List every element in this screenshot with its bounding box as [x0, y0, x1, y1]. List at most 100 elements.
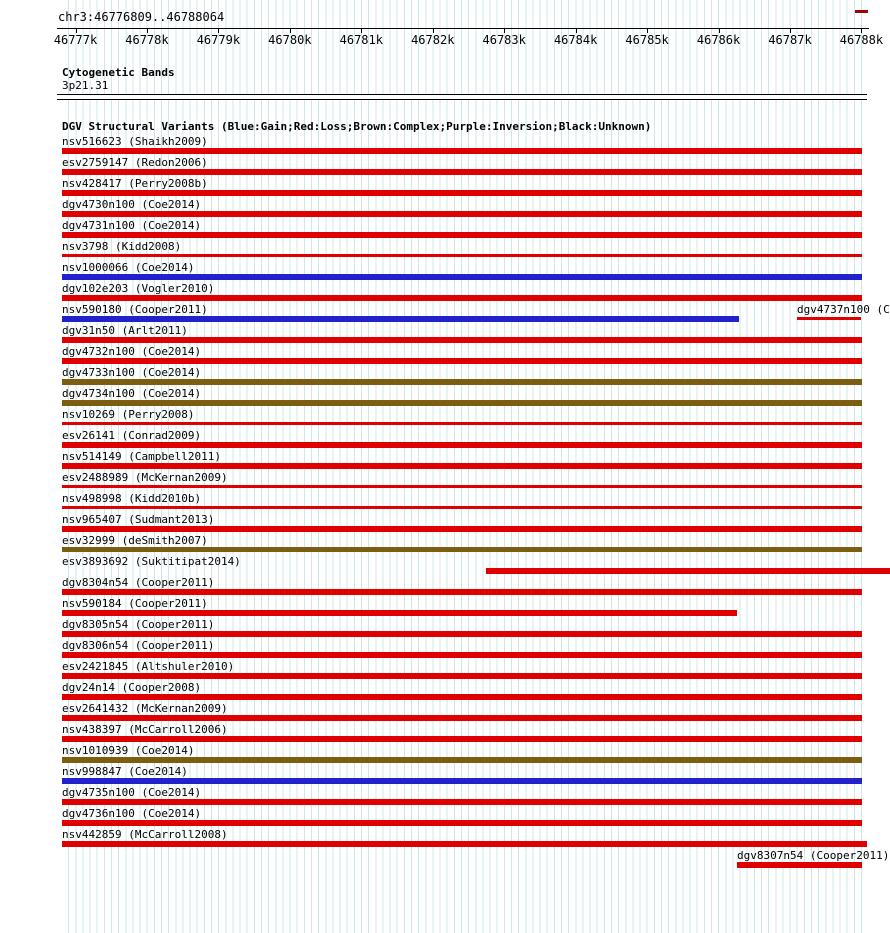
ruler-tick-label: 46778k: [125, 33, 169, 47]
variant-label[interactable]: dgv8306n54 (Cooper2011): [62, 639, 215, 652]
variant-label[interactable]: esv2488989 (McKernan2009): [62, 471, 228, 484]
variant-label[interactable]: dgv8307n54 (Cooper2011): [737, 849, 890, 862]
variant-bar-loss[interactable]: [62, 485, 862, 488]
ruler-tick-label: 46777k: [53, 33, 98, 47]
variant-label[interactable]: esv2759147 (Redon2006): [62, 156, 208, 169]
variant-label[interactable]: dgv8304n54 (Cooper2011): [62, 576, 215, 589]
variant-label[interactable]: dgv4734n100 (Coe2014): [62, 387, 202, 400]
variant-label[interactable]: nsv516623 (Shaikh2009): [62, 135, 208, 148]
variant-row: nsv965407 (Sudmant2013): [0, 514, 890, 535]
ruler-tick-mark: [218, 28, 220, 33]
variant-bar-complex[interactable]: [62, 400, 862, 406]
variant-row: nsv1000066 (Coe2014): [0, 262, 890, 283]
variant-label[interactable]: dgv4735n100 (Coe2014): [62, 786, 202, 799]
variant-row: dgv102e203 (Vogler2010): [0, 283, 890, 304]
variant-label[interactable]: nsv442859 (McCarroll2008): [62, 828, 228, 841]
variant-bar-loss[interactable]: [62, 422, 862, 425]
variant-label[interactable]: nsv590180 (Cooper2011): [62, 303, 208, 316]
variant-row: esv2421845 (Altshuler2010): [0, 661, 890, 682]
variant-label[interactable]: dgv4731n100 (Coe2014): [62, 219, 202, 232]
variant-bar-loss[interactable]: [62, 715, 862, 721]
variant-row: dgv4737n100 (Coe2014): [0, 304, 890, 325]
variant-row: dgv4733n100 (Coe2014): [0, 367, 890, 388]
variant-label[interactable]: dgv24n14 (Cooper2008): [62, 681, 202, 694]
variant-label[interactable]: dgv4733n100 (Coe2014): [62, 366, 202, 379]
variant-row: dgv31n50 (Arlt2011): [0, 325, 890, 346]
variant-label[interactable]: dgv4730n100 (Coe2014): [62, 198, 202, 211]
variant-bar-loss[interactable]: [62, 673, 862, 679]
variant-label[interactable]: nsv498998 (Kidd2010b): [62, 492, 202, 505]
variant-bar-loss[interactable]: [797, 317, 861, 320]
variant-bar-complex[interactable]: [62, 379, 862, 385]
variant-bar-complex[interactable]: [62, 547, 862, 552]
variant-row: esv2641432 (McKernan2009): [0, 703, 890, 724]
variant-bar-loss[interactable]: [62, 232, 862, 238]
variant-label[interactable]: dgv4736n100 (Coe2014): [62, 807, 202, 820]
ruler-tick-mark: [861, 28, 863, 33]
variant-row: esv26141 (Conrad2009): [0, 430, 890, 451]
variant-label[interactable]: esv2421845 (Altshuler2010): [62, 660, 235, 673]
variant-bar-loss[interactable]: [62, 463, 862, 469]
variant-bar-loss[interactable]: [62, 254, 862, 257]
variant-bar-loss[interactable]: [62, 169, 862, 175]
variant-label[interactable]: esv32999 (deSmith2007): [62, 534, 208, 547]
variant-bar-loss[interactable]: [486, 568, 890, 574]
variant-bar-loss[interactable]: [62, 589, 862, 595]
ruler-tick-label: 46785k: [625, 33, 669, 47]
variant-bar-loss[interactable]: [62, 211, 862, 217]
variant-bar-gain[interactable]: [62, 274, 862, 280]
variant-label[interactable]: dgv4737n100 (Coe2014): [797, 303, 890, 316]
variant-label[interactable]: nsv998847 (Coe2014): [62, 765, 188, 778]
variant-bar-loss[interactable]: [62, 148, 862, 154]
variant-label[interactable]: nsv428417 (Perry2008b): [62, 177, 208, 190]
variant-bar-loss[interactable]: [62, 841, 867, 847]
variant-label[interactable]: dgv31n50 (Arlt2011): [62, 324, 188, 337]
variant-bar-loss[interactable]: [62, 506, 862, 509]
variant-label[interactable]: nsv590184 (Cooper2011): [62, 597, 208, 610]
cytoband-glyph: [57, 94, 867, 100]
variant-row: dgv4736n100 (Coe2014): [0, 808, 890, 829]
variant-label[interactable]: nsv1010939 (Coe2014): [62, 744, 195, 757]
variant-bar-loss[interactable]: [62, 694, 862, 700]
variant-label[interactable]: nsv438397 (McCarroll2006): [62, 723, 228, 736]
variant-bar-loss[interactable]: [737, 862, 862, 868]
variant-bar-loss[interactable]: [62, 799, 862, 805]
variant-label[interactable]: nsv1000066 (Coe2014): [62, 261, 195, 274]
variant-label[interactable]: nsv514149 (Campbell2011): [62, 450, 221, 463]
variant-bar-loss[interactable]: [62, 295, 862, 301]
variant-bar-gain[interactable]: [62, 778, 862, 784]
ruler-tick-label: 46788k: [839, 33, 884, 47]
variant-label[interactable]: nsv965407 (Sudmant2013): [62, 513, 215, 526]
variant-row: nsv590184 (Cooper2011): [0, 598, 890, 619]
variant-bar-loss[interactable]: [62, 610, 737, 616]
variant-row: dgv24n14 (Cooper2008): [0, 682, 890, 703]
variant-row: dgv8306n54 (Cooper2011): [0, 640, 890, 661]
variant-bar-loss[interactable]: [62, 442, 862, 448]
variant-label[interactable]: dgv8305n54 (Cooper2011): [62, 618, 215, 631]
variant-row: nsv3798 (Kidd2008): [0, 241, 890, 262]
variant-bar-loss[interactable]: [62, 358, 862, 364]
variant-row: esv2488989 (McKernan2009): [0, 472, 890, 493]
variant-label[interactable]: esv3893692 (Suktitipat2014): [62, 555, 241, 568]
ruler-tick-label: 46784k: [553, 33, 598, 47]
variant-bar-gain[interactable]: [62, 316, 739, 322]
variant-bar-loss[interactable]: [62, 631, 862, 637]
variant-bar-loss[interactable]: [62, 736, 862, 742]
ruler-tick-label: 46779k: [196, 33, 241, 47]
variant-bar-complex[interactable]: [62, 757, 862, 763]
variant-label[interactable]: nsv10269 (Perry2008): [62, 408, 195, 421]
variant-row: nsv10269 (Perry2008): [0, 409, 890, 430]
variant-bar-loss[interactable]: [62, 652, 862, 658]
variant-row: esv3893692 (Suktitipat2014): [0, 556, 890, 577]
variant-bar-loss[interactable]: [62, 337, 862, 343]
variant-bar-loss[interactable]: [62, 190, 862, 196]
variant-bar-loss[interactable]: [62, 820, 862, 826]
variant-bar-loss[interactable]: [62, 526, 862, 532]
variant-row: nsv514149 (Campbell2011): [0, 451, 890, 472]
variant-label[interactable]: dgv102e203 (Vogler2010): [62, 282, 215, 295]
variant-label[interactable]: esv2641432 (McKernan2009): [62, 702, 228, 715]
variant-label[interactable]: nsv3798 (Kidd2008): [62, 240, 182, 253]
variant-label[interactable]: dgv4732n100 (Coe2014): [62, 345, 202, 358]
variant-label[interactable]: esv26141 (Conrad2009): [62, 429, 202, 442]
